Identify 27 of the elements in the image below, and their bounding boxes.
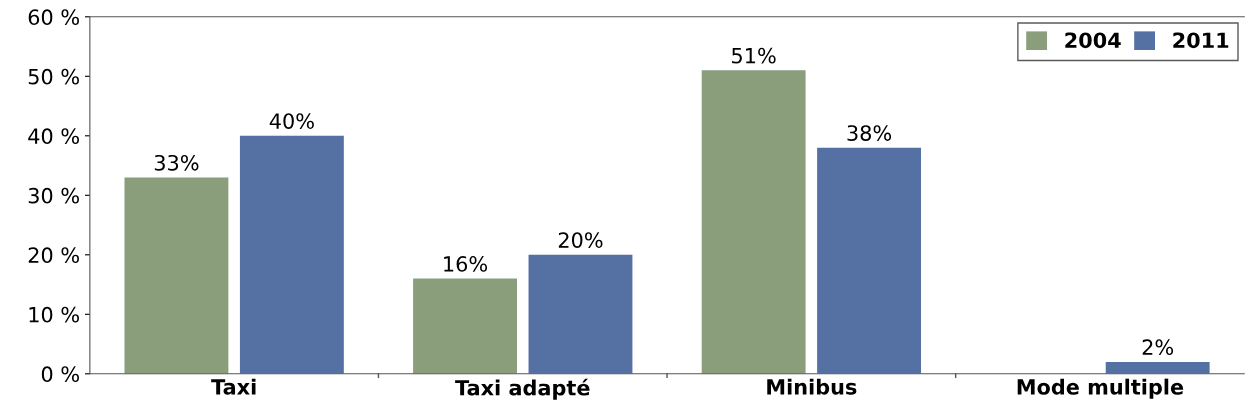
legend-label: 2004 — [1065, 32, 1121, 49]
y-tick-label: 40 % — [28, 128, 79, 145]
data-label: 40% — [269, 113, 314, 129]
data-label: 33% — [154, 154, 199, 171]
data-label: 2% — [1142, 339, 1174, 356]
y-tick-label: 0 % — [41, 366, 79, 383]
y-tick-label: 10 % — [29, 306, 79, 323]
bar — [124, 177, 229, 374]
data-label: 51% — [732, 47, 776, 64]
bar — [1105, 361, 1210, 374]
bar — [817, 147, 922, 374]
y-tick-label: 30 % — [28, 187, 79, 204]
x-tick-label: Minibus — [767, 378, 857, 395]
y-tick-label: 50 % — [28, 68, 79, 85]
y-tick-label: 60 % — [28, 9, 79, 26]
y-tick-label: 20 % — [28, 247, 79, 264]
x-tick-label: Mode multiple — [1017, 378, 1184, 399]
bar — [528, 254, 633, 374]
data-label: 16% — [444, 256, 488, 272]
bar — [701, 70, 806, 374]
legend-label: 2011 — [1173, 32, 1229, 49]
x-tick-label: Taxi adapté — [455, 378, 590, 400]
data-label: 38% — [847, 125, 892, 141]
bar — [413, 278, 517, 374]
x-tick-label: Taxi — [211, 378, 256, 395]
bar — [239, 135, 344, 374]
data-label: 20% — [558, 232, 603, 248]
